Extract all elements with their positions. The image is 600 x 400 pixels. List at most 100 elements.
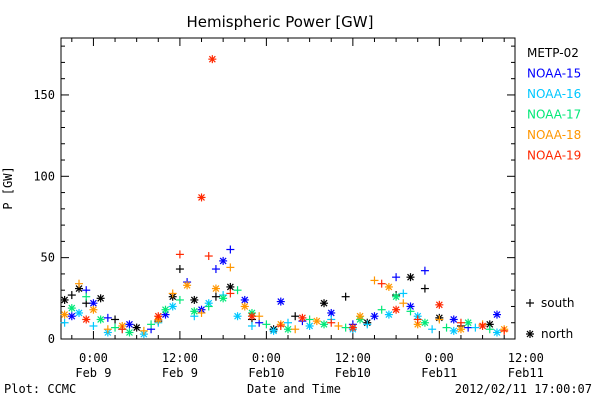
south-marker bbox=[175, 295, 184, 304]
south-marker bbox=[420, 284, 429, 293]
x-tick-label-date: Feb11 bbox=[508, 366, 544, 380]
north-marker bbox=[96, 315, 105, 324]
north-marker bbox=[392, 292, 401, 301]
north-marker bbox=[449, 315, 458, 324]
x-tick-label-time: 12:00 bbox=[508, 351, 544, 365]
north-marker bbox=[420, 318, 429, 327]
series-noaa-15 bbox=[67, 245, 501, 334]
north-marker bbox=[183, 281, 192, 290]
north-marker bbox=[406, 273, 415, 282]
south-marker bbox=[226, 263, 235, 272]
north-marker bbox=[392, 305, 401, 314]
series-noaa-19 bbox=[82, 55, 509, 335]
legend-entry: NOAA-17 bbox=[527, 108, 581, 122]
south-marker bbox=[233, 286, 242, 295]
south-marker bbox=[139, 326, 148, 335]
south-marker bbox=[377, 279, 386, 288]
north-marker bbox=[190, 307, 199, 316]
y-tick-label: 150 bbox=[33, 88, 55, 102]
north-marker bbox=[276, 297, 285, 306]
north-marker bbox=[320, 320, 329, 329]
north-marker bbox=[60, 295, 69, 304]
south-marker bbox=[111, 323, 120, 332]
south-marker bbox=[67, 291, 76, 300]
north-marker bbox=[240, 295, 249, 304]
south-marker bbox=[247, 321, 256, 330]
north-marker bbox=[478, 321, 487, 330]
north-key-label: north bbox=[541, 327, 573, 341]
south-marker bbox=[204, 302, 213, 311]
north-marker bbox=[219, 294, 228, 303]
data-markers bbox=[60, 55, 509, 339]
south-marker bbox=[341, 292, 350, 301]
south-marker bbox=[456, 318, 465, 327]
south-marker bbox=[471, 323, 480, 332]
north-marker bbox=[67, 312, 76, 321]
south-marker bbox=[103, 325, 112, 334]
y-tick-label: 100 bbox=[33, 169, 55, 183]
north-marker bbox=[413, 320, 422, 329]
x-tick-label-time: 12:00 bbox=[162, 351, 198, 365]
north-marker bbox=[298, 313, 307, 322]
north-marker bbox=[449, 326, 458, 335]
north-marker bbox=[67, 304, 76, 313]
south-marker bbox=[147, 320, 156, 329]
plot-timestamp: 2012/02/11 17:00:07 bbox=[455, 382, 592, 396]
south-marker bbox=[334, 321, 343, 330]
south-marker bbox=[435, 315, 444, 324]
south-marker bbox=[392, 273, 401, 282]
south-marker bbox=[399, 289, 408, 298]
south-marker bbox=[226, 245, 235, 254]
south-marker bbox=[75, 279, 84, 288]
north-marker bbox=[190, 295, 199, 304]
north-marker bbox=[435, 300, 444, 309]
series-noaa-16 bbox=[60, 289, 501, 339]
south-marker bbox=[399, 299, 408, 308]
north-marker bbox=[132, 323, 141, 332]
north-marker bbox=[168, 302, 177, 311]
x-tick-label-date: Feb10 bbox=[248, 366, 284, 380]
north-marker bbox=[154, 312, 163, 321]
south-marker bbox=[168, 289, 177, 298]
south-marker bbox=[89, 321, 98, 330]
south-marker bbox=[175, 250, 184, 259]
legend-entry: NOAA-18 bbox=[527, 128, 581, 142]
y-tick-label: 50 bbox=[41, 251, 55, 265]
south-marker bbox=[291, 325, 300, 334]
south-marker bbox=[211, 292, 220, 301]
south-marker bbox=[82, 292, 91, 301]
north-marker bbox=[492, 328, 501, 337]
x-tick-label-date: Feb 9 bbox=[75, 366, 111, 380]
plot-credit: Plot: CCMC bbox=[4, 382, 76, 396]
x-tick-label-time: 0:00 bbox=[79, 351, 108, 365]
north-marker bbox=[492, 310, 501, 319]
north-marker bbox=[269, 326, 278, 335]
south-marker bbox=[103, 313, 112, 322]
x-axis-label: Date and Time bbox=[247, 382, 341, 396]
marker-key: south north bbox=[526, 296, 575, 341]
south-marker bbox=[60, 318, 69, 327]
y-tick-label: 0 bbox=[48, 332, 55, 346]
north-marker bbox=[464, 318, 473, 327]
north-marker bbox=[211, 284, 220, 293]
x-tick-label-time: 0:00 bbox=[252, 351, 281, 365]
south-marker bbox=[500, 326, 509, 335]
north-marker bbox=[75, 308, 84, 317]
south-marker bbox=[276, 321, 285, 330]
legend-entry: NOAA-19 bbox=[527, 149, 581, 163]
north-marker bbox=[356, 312, 365, 321]
series-noaa-18 bbox=[60, 263, 509, 335]
south-marker bbox=[363, 320, 372, 329]
south-marker bbox=[226, 289, 235, 298]
north-marker bbox=[219, 256, 228, 265]
north-marker bbox=[82, 315, 91, 324]
north-marker bbox=[60, 310, 69, 319]
south-marker bbox=[442, 323, 451, 332]
north-key-marker bbox=[526, 330, 534, 338]
north-marker bbox=[125, 328, 134, 337]
south-marker bbox=[291, 312, 300, 321]
north-marker bbox=[233, 312, 242, 321]
south-marker bbox=[197, 308, 206, 317]
south-key-marker bbox=[526, 299, 534, 307]
